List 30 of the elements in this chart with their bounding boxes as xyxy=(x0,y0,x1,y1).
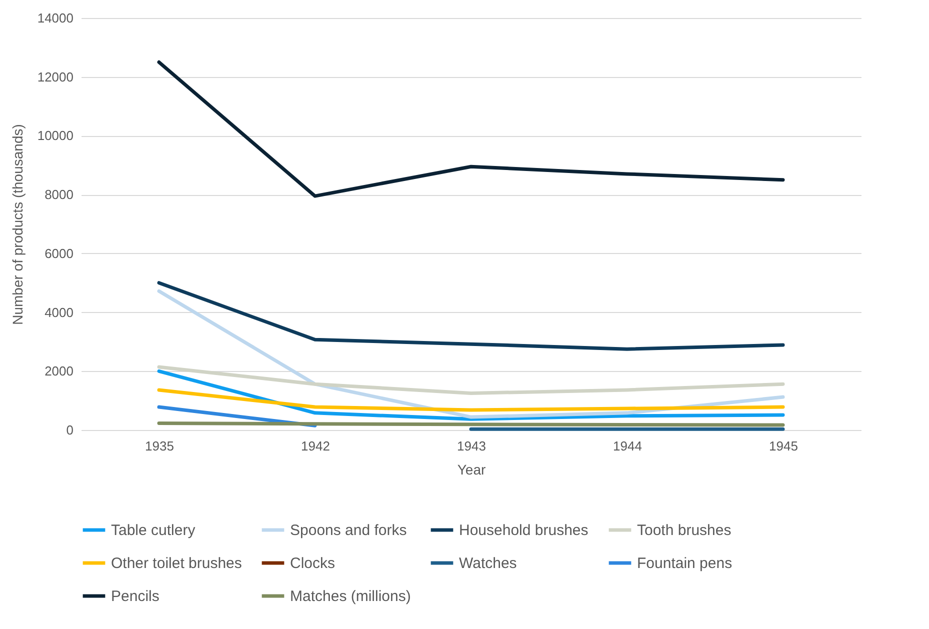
x-axis-title: Year xyxy=(457,462,486,478)
legend-label: Watches xyxy=(459,555,517,572)
legend-label: Clocks xyxy=(290,555,336,572)
y-axis-title: Number of products (thousands) xyxy=(9,124,26,325)
legend-label: Matches (millions) xyxy=(290,588,411,605)
y-tick-label: 4000 xyxy=(44,304,74,320)
line-series xyxy=(157,369,785,421)
legend-label: Table cutlery xyxy=(111,522,196,539)
y-tick-label: 14000 xyxy=(37,10,74,26)
y-tick-label: 2000 xyxy=(44,364,74,379)
y-tick-label: 12000 xyxy=(37,69,74,84)
y-tick-label: 6000 xyxy=(44,246,74,261)
x-tick-label: 1942 xyxy=(301,438,330,454)
legend-label: Tooth brushes xyxy=(637,522,732,539)
legend-label: Spoons and forks xyxy=(290,522,407,539)
legend-label: Household brushes xyxy=(459,522,588,539)
legend-label: Pencils xyxy=(111,588,160,605)
line-series xyxy=(157,365,785,395)
y-tick-label: 8000 xyxy=(44,187,74,202)
x-tick-label: 1943 xyxy=(457,438,486,454)
y-tick-label: 10000 xyxy=(37,128,74,144)
legend-label: Fountain pens xyxy=(637,555,732,572)
line-series xyxy=(157,60,785,198)
y-tick-label: 0 xyxy=(66,422,74,438)
legend-label: Other toilet brushes xyxy=(111,555,242,572)
x-tick-label: 1935 xyxy=(145,438,174,454)
x-tick-label: 1945 xyxy=(769,438,798,454)
x-tick-label: 1944 xyxy=(613,438,642,454)
line-series xyxy=(157,281,785,351)
line-series xyxy=(157,388,785,412)
